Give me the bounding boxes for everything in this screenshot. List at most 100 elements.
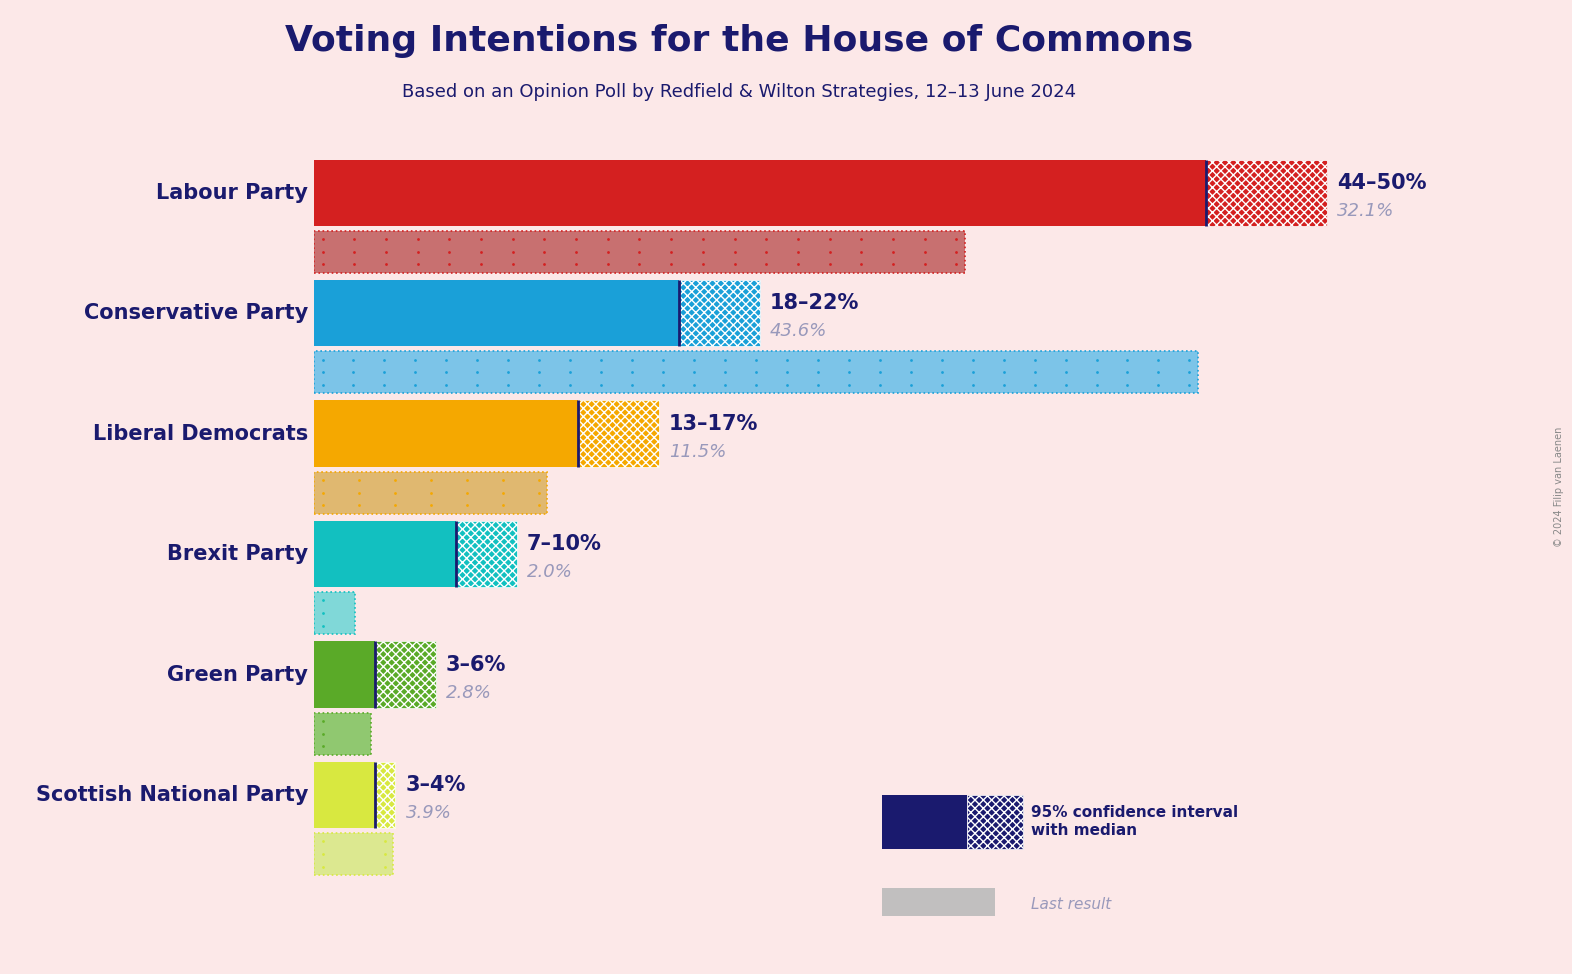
Bar — [314, 231, 965, 273]
Text: Brexit Party: Brexit Party — [167, 544, 308, 564]
Bar — [967, 795, 1023, 849]
Point — [659, 244, 684, 259]
Bar — [314, 762, 376, 828]
Point — [527, 364, 552, 380]
Point — [310, 738, 335, 754]
Point — [619, 364, 645, 380]
Point — [651, 364, 676, 380]
Point — [1115, 352, 1140, 367]
Point — [744, 352, 769, 367]
Point — [310, 485, 335, 501]
Bar — [314, 642, 376, 708]
Point — [310, 846, 335, 862]
Bar — [882, 888, 995, 921]
Point — [960, 364, 986, 380]
Point — [681, 364, 706, 380]
Point — [434, 352, 459, 367]
Text: 18–22%: 18–22% — [770, 293, 860, 314]
Point — [310, 593, 335, 609]
Point — [434, 364, 459, 380]
Point — [454, 485, 479, 501]
Point — [310, 618, 335, 633]
Text: 13–17%: 13–17% — [668, 414, 758, 434]
Bar — [456, 521, 517, 587]
Point — [912, 256, 937, 272]
Text: 2.0%: 2.0% — [527, 563, 572, 581]
Point — [346, 485, 371, 501]
Point — [531, 244, 556, 259]
Bar — [314, 351, 1198, 393]
Point — [805, 377, 830, 393]
Bar — [314, 713, 371, 755]
Point — [588, 364, 613, 380]
Point — [1177, 377, 1203, 393]
Point — [1146, 352, 1171, 367]
Point — [402, 377, 428, 393]
Text: 3.9%: 3.9% — [406, 805, 451, 822]
Bar — [314, 231, 965, 273]
Point — [1053, 377, 1078, 393]
Point — [596, 244, 621, 259]
Point — [651, 352, 676, 367]
Point — [880, 231, 905, 246]
Point — [898, 377, 923, 393]
Point — [310, 859, 335, 875]
Text: 7–10%: 7–10% — [527, 535, 602, 554]
Point — [437, 244, 462, 259]
Point — [563, 244, 588, 259]
Point — [1022, 377, 1047, 393]
Bar — [314, 833, 393, 876]
Point — [558, 364, 583, 380]
Point — [1115, 377, 1140, 393]
Point — [1022, 364, 1047, 380]
Text: Labour Party: Labour Party — [157, 183, 308, 203]
Point — [531, 256, 556, 272]
Point — [495, 352, 520, 367]
Point — [465, 377, 490, 393]
Point — [490, 485, 516, 501]
Point — [382, 472, 407, 488]
Text: Last result: Last result — [1031, 897, 1111, 913]
Point — [943, 256, 968, 272]
Bar — [314, 592, 355, 634]
Point — [373, 256, 398, 272]
Point — [465, 364, 490, 380]
Point — [1115, 364, 1140, 380]
Bar — [314, 521, 456, 587]
Point — [929, 377, 954, 393]
Point — [1146, 377, 1171, 393]
Point — [722, 256, 747, 272]
Point — [1053, 364, 1078, 380]
Text: 3–6%: 3–6% — [446, 655, 506, 675]
Point — [805, 352, 830, 367]
Point — [627, 244, 652, 259]
Point — [619, 352, 645, 367]
Text: Scottish National Party: Scottish National Party — [36, 785, 308, 805]
Point — [1053, 352, 1078, 367]
Point — [681, 377, 706, 393]
Point — [898, 364, 923, 380]
Point — [382, 485, 407, 501]
Point — [418, 472, 443, 488]
Point — [596, 231, 621, 246]
Bar — [314, 471, 547, 513]
Point — [960, 352, 986, 367]
Point — [310, 377, 335, 393]
Point — [373, 231, 398, 246]
Point — [495, 364, 520, 380]
Bar — [314, 833, 393, 876]
Point — [490, 472, 516, 488]
Point — [775, 352, 800, 367]
Point — [943, 244, 968, 259]
Point — [437, 231, 462, 246]
Bar — [314, 592, 355, 634]
Point — [712, 377, 737, 393]
Point — [341, 364, 366, 380]
Point — [596, 256, 621, 272]
Point — [786, 256, 811, 272]
Bar — [679, 280, 759, 347]
Point — [1085, 377, 1110, 393]
Point — [690, 231, 715, 246]
Point — [849, 231, 874, 246]
Bar — [314, 280, 679, 347]
